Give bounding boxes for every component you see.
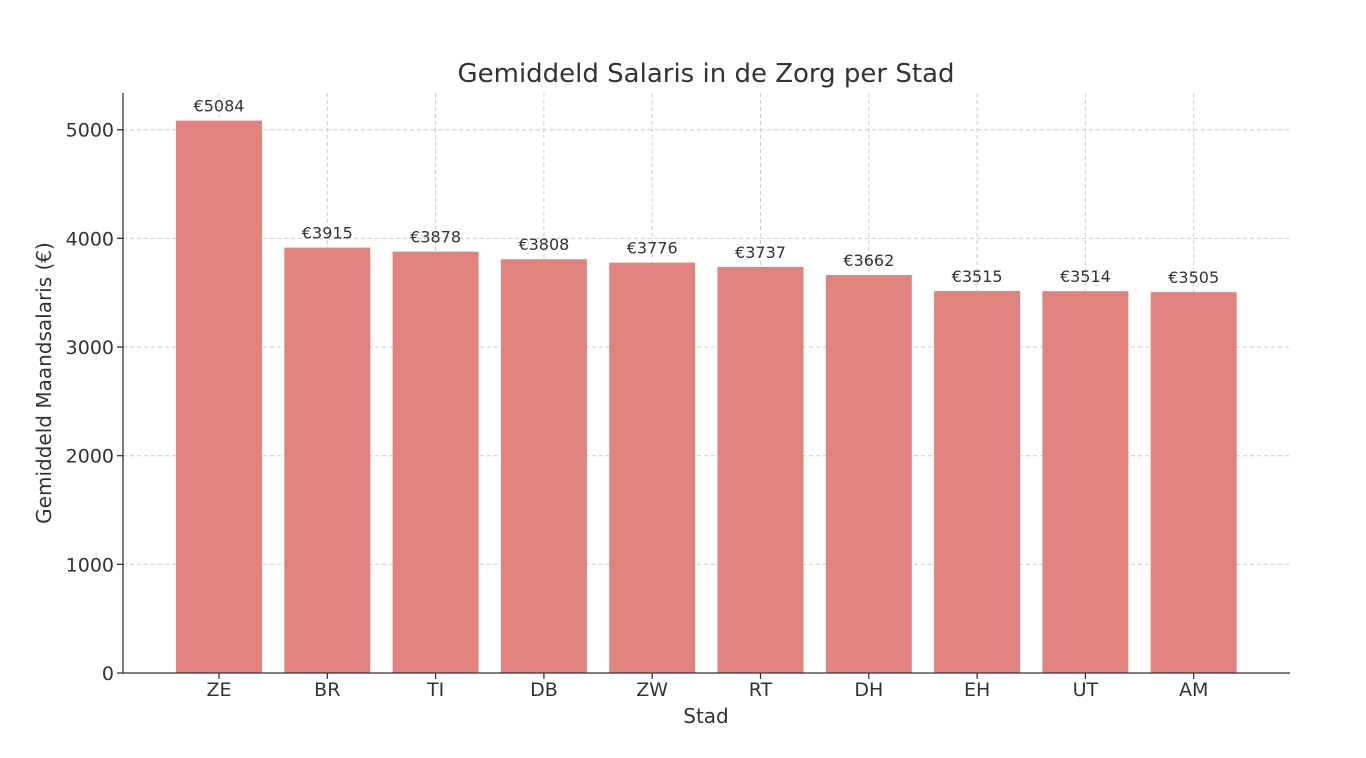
y-tick-label: 1000	[66, 554, 114, 576]
y-tick-label: 0	[102, 663, 114, 685]
x-tick-label: EH	[964, 679, 990, 701]
x-tick-label: DH	[854, 679, 883, 701]
bar-zw	[609, 262, 696, 673]
y-axis-title: Gemiddeld Maandsalaris (€)	[32, 242, 56, 524]
bar-br	[284, 247, 371, 673]
bar-eh	[934, 291, 1021, 673]
y-tick-label: 3000	[66, 337, 114, 359]
data-label-eh: €3515	[952, 267, 1003, 286]
bar-rt	[717, 266, 804, 673]
x-tick-label: ZE	[206, 679, 231, 701]
data-label-rt: €3737	[735, 243, 786, 262]
bar-am	[1150, 292, 1237, 673]
data-label-ut: €3514	[1060, 267, 1111, 286]
data-label-ti: €3878	[410, 228, 461, 247]
bar-ze	[176, 120, 262, 674]
data-label-br: €3915	[302, 224, 353, 243]
data-label-dh: €3662	[843, 251, 894, 270]
axes	[122, 93, 1290, 674]
y-tick-label: 2000	[66, 446, 114, 468]
x-tick-label: TI	[426, 679, 444, 701]
x-tick-label: ZW	[636, 679, 668, 701]
chart-title: Gemiddeld Salaris in de Zorg per Stad	[457, 59, 954, 89]
x-tick-label: AM	[1179, 679, 1208, 701]
bar-ti	[392, 251, 479, 673]
x-tick-label: RT	[749, 679, 773, 701]
x-tick-label: DB	[530, 679, 558, 701]
x-axis-title: Stad	[683, 704, 729, 728]
data-label-zw: €3776	[627, 239, 678, 258]
data-label-am: €3505	[1168, 268, 1219, 287]
data-label-db: €3808	[518, 235, 569, 254]
bar-dh	[825, 275, 912, 673]
data-label-ze: €5084	[194, 97, 245, 116]
bar-db	[500, 259, 587, 673]
ticks: 0 1000 2000 3000 4000 5000 ZE BR TI DB ZW RT DH EH UT A…	[66, 120, 1209, 701]
data-labels: €5084 €3915 €3878 €3808 €3776 €3737 €3662 €3515…	[194, 97, 1220, 288]
y-tick-label: 5000	[66, 120, 114, 142]
bar-ut	[1042, 291, 1129, 673]
x-tick-label: BR	[314, 679, 340, 701]
y-tick-label: 4000	[66, 228, 114, 250]
x-tick-label: UT	[1073, 679, 1099, 701]
bars	[176, 120, 1237, 674]
